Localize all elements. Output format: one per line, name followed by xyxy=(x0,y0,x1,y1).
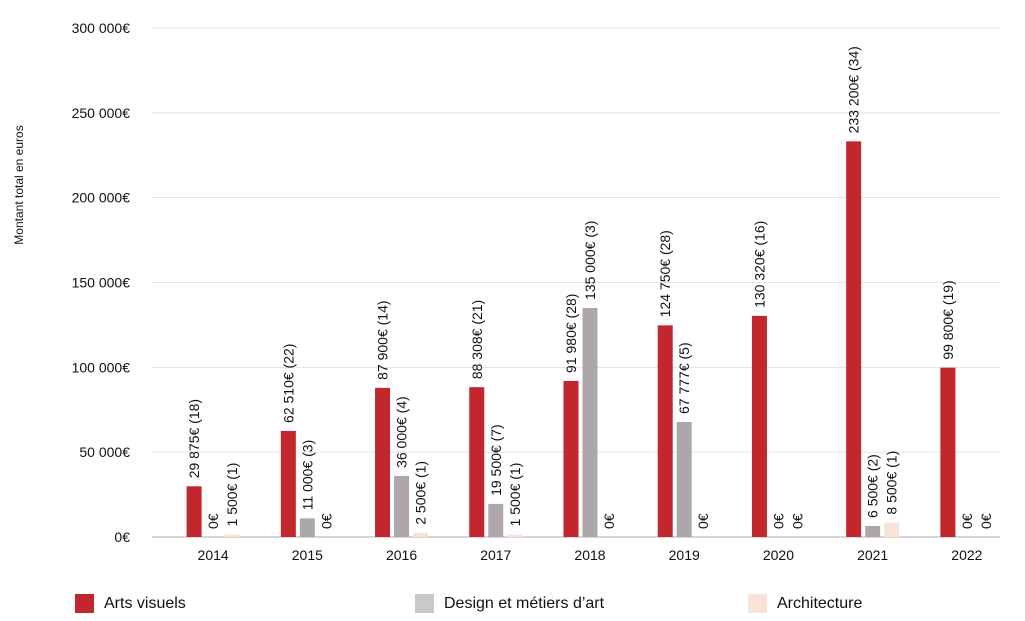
x-category-label: 2018 xyxy=(574,547,605,563)
bar xyxy=(657,325,673,537)
data-label: 19 500€ (7) xyxy=(488,424,504,496)
y-tick-label: 200 000€ xyxy=(72,190,131,206)
data-label: 0€ xyxy=(959,513,975,529)
data-label: 8 500€ (1) xyxy=(884,451,900,515)
data-label: 130 320€ (16) xyxy=(751,221,767,308)
data-label: 36 000€ (4) xyxy=(394,396,410,468)
bar xyxy=(280,430,296,537)
legend-label-architecture: Architecture xyxy=(777,594,863,612)
bar xyxy=(299,518,315,537)
bar xyxy=(884,522,900,537)
legend-item-design: Design et métiers d’art xyxy=(415,594,604,613)
data-label: 11 000€ (3) xyxy=(299,440,315,511)
bar xyxy=(751,315,767,537)
data-label: 2 500€ (1) xyxy=(413,461,429,525)
legend-item-arts-visuels: Arts visuels xyxy=(75,594,186,613)
data-label: 0€ xyxy=(695,513,711,529)
data-label: 0€ xyxy=(601,513,617,529)
y-tick-label: 300 000€ xyxy=(72,20,131,36)
legend-item-architecture: Architecture xyxy=(748,594,862,613)
data-labels: 29 875€ (18)0€ 1 500€ (1)62 510€ (22)11 0… xyxy=(186,46,994,529)
x-category-label: 2022 xyxy=(951,547,982,563)
x-axis-categories: 2014 2015 2016 2017 2018 2019 2020 2021 2022 xyxy=(198,547,983,563)
data-label: 62 510€ (22) xyxy=(280,344,296,423)
bar xyxy=(488,503,504,537)
data-label: 0€ xyxy=(978,513,994,529)
bar xyxy=(582,307,598,537)
data-label: 87 900€ (14) xyxy=(375,300,391,379)
bar xyxy=(413,532,429,537)
y-axis-ticks: 0€ 50 000€ 100 000€ 150 000€ 200 000€ 250 000… xyxy=(72,20,131,545)
bar-chart: 0€ 50 000€ 100 000€ 150 000€ 200 000€ 250 000… xyxy=(12,20,1000,563)
x-category-label: 2016 xyxy=(386,547,417,563)
data-label: 0€ xyxy=(205,513,221,529)
x-category-label: 2020 xyxy=(763,547,794,563)
legend-swatch-design xyxy=(415,594,434,613)
y-tick-label: 50 000€ xyxy=(79,444,130,460)
data-label: 67 777€ (5) xyxy=(676,342,692,414)
bar xyxy=(186,486,202,537)
y-tick-label: 0€ xyxy=(114,529,130,545)
bar xyxy=(507,534,523,537)
legend-label-arts-visuels: Arts visuels xyxy=(104,594,186,612)
data-label: 124 750€ (28) xyxy=(657,230,673,317)
bar xyxy=(469,387,485,537)
x-category-label: 2019 xyxy=(669,547,700,563)
legend-swatch-arts-visuels xyxy=(75,594,94,613)
data-label: 6 500€ (2) xyxy=(865,454,881,518)
bar xyxy=(224,534,240,537)
data-label: 99 800€ (19) xyxy=(940,280,956,359)
legend-label-design: Design et métiers d’art xyxy=(444,594,605,612)
bar xyxy=(940,367,956,537)
x-category-label: 2014 xyxy=(198,547,229,563)
data-label: 0€ xyxy=(770,513,786,529)
data-label: 0€ xyxy=(789,513,805,529)
legend-swatch-architecture xyxy=(748,594,767,613)
bar xyxy=(563,380,579,537)
y-axis-label: Montant total en euros xyxy=(12,125,26,244)
x-category-label: 2015 xyxy=(292,547,323,563)
data-label: 91 980€ (28) xyxy=(563,294,579,373)
bar xyxy=(865,525,881,537)
data-label: 1 500€ (1) xyxy=(507,463,523,527)
data-label: 1 500€ (1) xyxy=(224,463,240,527)
data-label: 29 875€ (18) xyxy=(186,399,202,478)
bar xyxy=(375,387,391,537)
y-tick-label: 150 000€ xyxy=(72,275,131,291)
x-category-label: 2021 xyxy=(857,547,888,563)
bar xyxy=(676,422,692,537)
data-label: 135 000€ (3) xyxy=(582,221,598,300)
y-tick-label: 100 000€ xyxy=(72,359,131,375)
bars xyxy=(186,141,956,537)
legend: Arts visuels Design et métiers d’art Arc… xyxy=(0,590,1025,620)
bar xyxy=(394,475,410,537)
x-category-label: 2017 xyxy=(480,547,511,563)
data-label: 233 200€ (34) xyxy=(846,46,862,133)
data-label: 0€ xyxy=(318,513,334,529)
data-label: 88 308€ (21) xyxy=(469,300,485,379)
bar xyxy=(846,141,862,537)
y-tick-label: 250 000€ xyxy=(72,105,131,121)
